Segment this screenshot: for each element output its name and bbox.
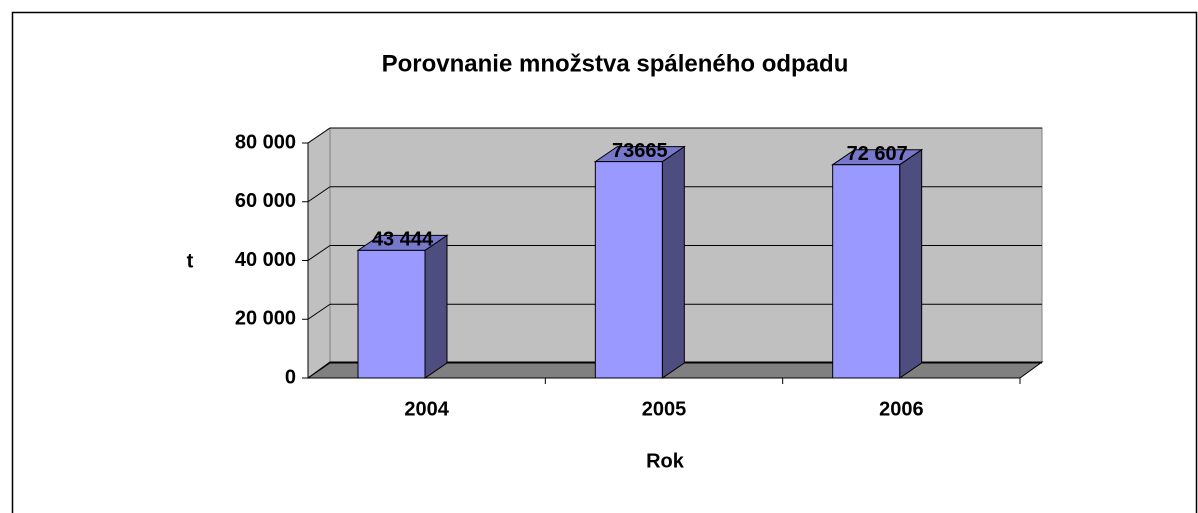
x-tick-label: 2005 [642,398,687,420]
y-tick-label: 60 000 [235,190,296,212]
y-tick-label: 80 000 [235,131,296,153]
value-label: 72 607 [847,143,908,165]
bar [832,164,901,379]
x-tick-label: 2004 [404,398,449,420]
grid-line [307,362,331,379]
x-axis-label: Rok [646,450,685,472]
chart-title: Porovnanie množstva spáleného odpadu [382,50,849,77]
bar [357,249,426,379]
y-axis-label: t [187,250,194,272]
bar [594,161,663,379]
y-tick-label: 20 000 [235,308,296,330]
grid-line [307,186,331,203]
value-label: 73665 [612,140,668,162]
y-tick-label: 0 [285,366,296,388]
grid-line [307,303,331,320]
value-label: 43 444 [372,229,434,251]
bar-side [661,145,685,379]
grid-line [307,127,331,144]
x-tick-label: 2006 [879,398,924,420]
bar-side [424,234,448,379]
y-tick-label: 40 000 [235,249,296,271]
bar-side [899,148,923,379]
grid-line [307,245,331,261]
